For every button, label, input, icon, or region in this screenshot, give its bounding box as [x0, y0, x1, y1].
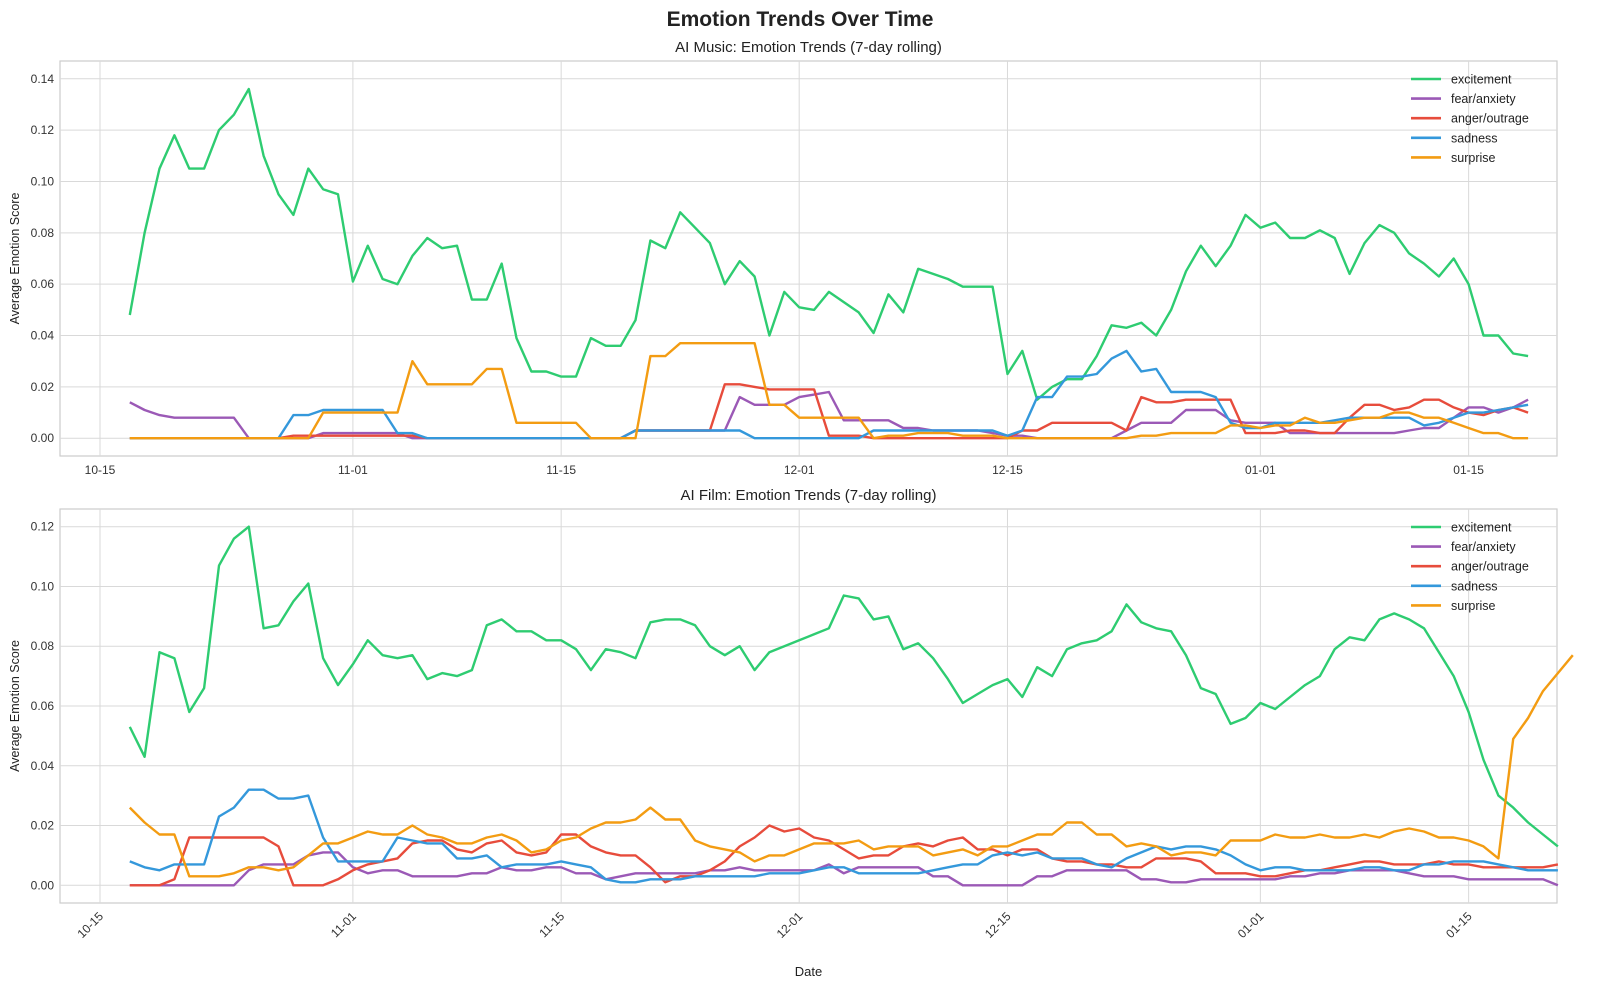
panel-ai-music: AI Music: Emotion Trends (7-day rolling)… [8, 39, 1558, 477]
legend-label-fear-anxiety: fear/anxiety [1451, 92, 1516, 106]
series-line-surprise [128, 654, 1574, 878]
figure-title: Emotion Trends Over Time [667, 8, 934, 31]
legend-label-anger-outrage: anger/outrage [1451, 560, 1529, 574]
series-line-fear-anxiety [129, 390, 1529, 440]
x-tick-label: 11-15 [546, 463, 576, 477]
y-axis-label: Average Emotion Score [8, 193, 22, 325]
legend-label-sadness: sadness [1451, 579, 1498, 593]
legend: excitement fear/anxiety anger/outrage sadne… [1411, 73, 1529, 165]
legend-label-surprise: surprise [1451, 599, 1496, 613]
legend-label-excitement: excitement [1451, 73, 1512, 87]
y-tick-label: 0.00 [31, 431, 55, 445]
x-tick-label: 12-01 [784, 463, 815, 477]
y-tick-label: 0.02 [31, 380, 55, 394]
panel-ai-film: AI Film: Emotion Trends (7-day rolling) 0… [8, 487, 1574, 979]
x-tick-label: 10-15 [85, 463, 116, 477]
y-tick-label: 0.12 [31, 520, 55, 534]
y-tick-label: 0.14 [31, 72, 55, 86]
y-tick-label: 0.04 [31, 329, 55, 343]
y-tick-label: 0.02 [31, 819, 55, 833]
series-fear-anxiety [129, 851, 1559, 887]
y-tick-label: 0.06 [31, 699, 55, 713]
x-tick-label: 01-15 [1453, 463, 1484, 477]
series-excitement [128, 525, 1559, 848]
series-line-excitement [128, 525, 1559, 848]
series-line-excitement [128, 87, 1529, 401]
legend: excitement fear/anxiety anger/outrage sadne… [1411, 521, 1529, 613]
x-tick-label: 12-01 [774, 909, 806, 941]
series-excitement [128, 87, 1529, 401]
series-line-anger-outrage [129, 383, 1529, 440]
y-tick-label: 0.12 [31, 123, 55, 137]
x-tick-label: 12-15 [982, 909, 1014, 941]
x-tick-label: 10-15 [75, 909, 107, 941]
y-tick-label: 0.10 [31, 174, 55, 188]
series-fear-anxiety [129, 390, 1529, 440]
x-tick-label: 01-01 [1245, 463, 1276, 477]
y-tick-label: 0.04 [31, 759, 55, 773]
y-tick-label: 0.10 [31, 579, 55, 593]
x-tick-label: 12-15 [992, 463, 1023, 477]
chart-title: AI Film: Emotion Trends (7-day rolling) [681, 487, 937, 504]
series-surprise [129, 342, 1529, 440]
series-line-sadness [129, 788, 1558, 884]
x-tick-label: 11-01 [338, 463, 368, 477]
y-axis-label: Average Emotion Score [8, 640, 22, 772]
legend-label-surprise: surprise [1451, 151, 1496, 165]
y-tick-label: 0.00 [31, 878, 55, 892]
legend-label-anger-outrage: anger/outrage [1451, 112, 1529, 126]
x-tick-label: 01-01 [1235, 909, 1267, 941]
series-line-surprise [129, 342, 1529, 440]
series-surprise [128, 654, 1574, 878]
legend-label-excitement: excitement [1451, 521, 1512, 535]
series-line-fear-anxiety [129, 851, 1559, 887]
chart-title: AI Music: Emotion Trends (7-day rolling) [675, 39, 942, 56]
x-tick-label: 01-15 [1443, 909, 1475, 941]
y-tick-label: 0.08 [31, 226, 55, 240]
y-tick-label: 0.08 [31, 639, 55, 653]
x-tick-label: 11-01 [328, 909, 359, 940]
legend-label-fear-anxiety: fear/anxiety [1451, 540, 1516, 554]
x-axis-label: Date [795, 964, 822, 979]
y-tick-label: 0.06 [31, 277, 55, 291]
series-anger-outrage [129, 383, 1529, 440]
series-sadness [129, 788, 1558, 884]
legend-label-sadness: sadness [1451, 131, 1498, 145]
x-tick-label: 11-15 [536, 909, 567, 940]
